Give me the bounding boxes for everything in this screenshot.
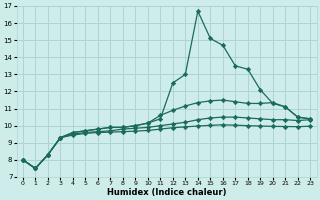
X-axis label: Humidex (Indice chaleur): Humidex (Indice chaleur): [107, 188, 226, 197]
